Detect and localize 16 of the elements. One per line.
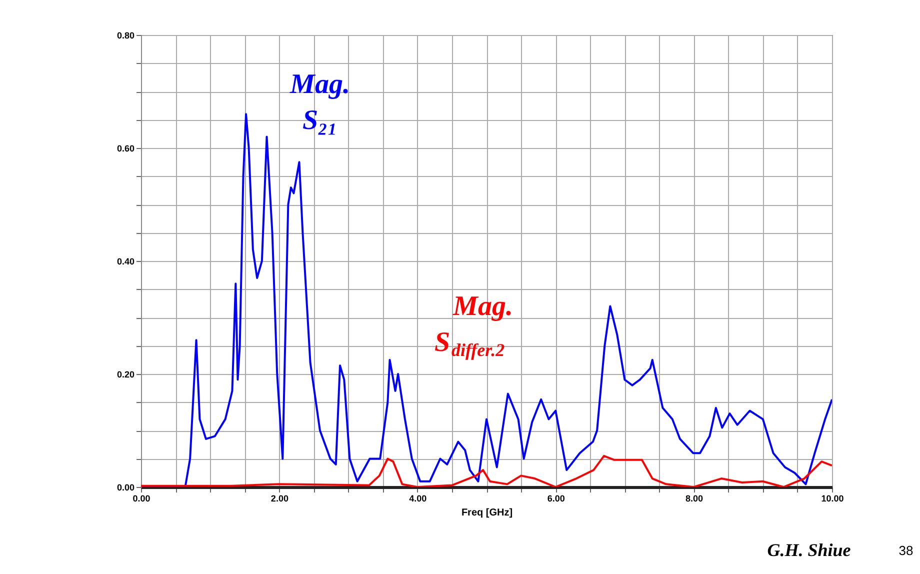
text: G.H. Shiue	[767, 540, 851, 560]
x-tick-label: 0.00	[132, 494, 150, 504]
x-tick-label: 10.00	[821, 494, 844, 504]
y-tick-label: 0.80	[116, 30, 134, 40]
line-series	[141, 454, 832, 487]
y-tick-label: 0.40	[116, 256, 134, 266]
x-axis-title: Freq [GHz]	[461, 508, 513, 518]
x-tick-label: 4.00	[409, 494, 427, 504]
y-tick-label: 0.60	[116, 144, 134, 154]
x-tick-label: 8.00	[686, 494, 704, 504]
text: 38	[898, 543, 914, 558]
y-tick-label: 0.00	[116, 482, 134, 492]
series-label: Mag. S₂₁	[289, 69, 350, 136]
x-tick-label: 2.00	[270, 494, 288, 504]
x-tick-label: 6.00	[547, 494, 565, 504]
y-tick-label: 0.20	[116, 370, 134, 380]
